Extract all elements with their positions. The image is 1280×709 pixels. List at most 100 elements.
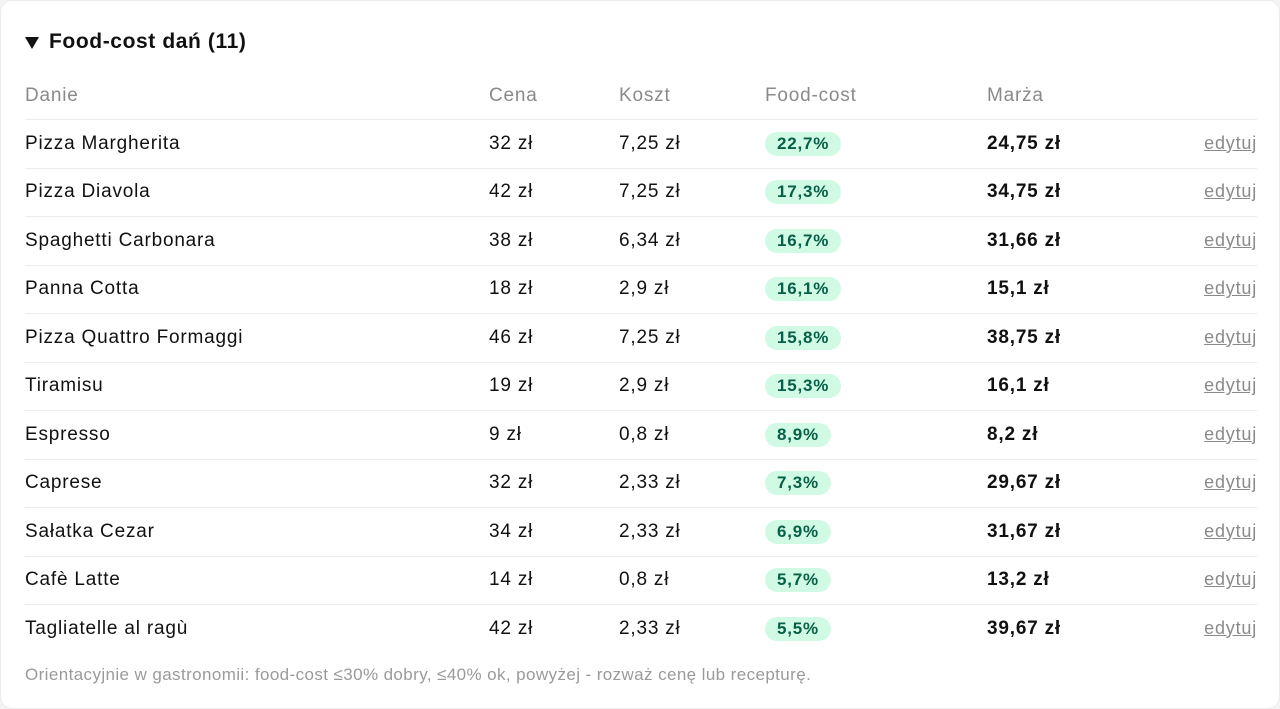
dish-margin: 31,66 zł <box>987 216 1147 266</box>
dish-price: 34 zł <box>489 507 619 557</box>
food-cost-badge: 6,9% <box>765 519 831 544</box>
dish-margin: 13,2 zł <box>987 556 1147 605</box>
action-cell: edytuj <box>1147 459 1257 508</box>
dish-margin: 34,75 zł <box>987 168 1147 217</box>
table-row: Tiramisu 19 zł 2,9 zł 15,3% 16,1 zł edytuj <box>25 362 1257 411</box>
dish-margin: 39,67 zł <box>987 617 1062 639</box>
dish-name: Spaghetti Carbonara <box>25 216 489 266</box>
column-header-cost: Koszt <box>619 73 765 120</box>
action-cell: edytuj <box>1147 168 1257 217</box>
food-cost-section-toggle[interactable]: Food-cost dań (11) <box>25 29 246 55</box>
table-row: Pizza Margherita 32 zł 7,25 zł 22,7% 24,75 z… <box>25 119 1257 169</box>
dish-cost: 2,33 zł <box>619 617 681 639</box>
dish-margin: 8,2 zł <box>987 410 1147 460</box>
dish-price: 19 zł <box>489 362 619 411</box>
section-title: Food-cost dań (11) <box>49 30 247 53</box>
edit-link[interactable]: edytuj <box>1204 520 1257 541</box>
dish-margin: 24,75 zł <box>987 119 1147 169</box>
dish-cost: 2,33 zł <box>619 507 765 557</box>
column-header-actions <box>1147 73 1257 120</box>
food-cost-cell: 8,9% <box>765 410 987 460</box>
table-row: Pizza Diavola 42 zł 7,25 zł 17,3% 34,75 zł ed… <box>25 168 1257 217</box>
dish-name: Caprese <box>25 459 489 508</box>
dish-price: 32 zł <box>489 459 619 508</box>
edit-link[interactable]: edytuj <box>1204 617 1257 638</box>
table-row: Caprese 32 zł 2,33 zł 7,3% 29,67 zł edytuj <box>25 459 1257 508</box>
dish-cost: 7,25 zł <box>619 119 765 169</box>
food-cost-badge: 7,3% <box>765 471 831 496</box>
edit-link[interactable]: edytuj <box>1204 423 1257 444</box>
dish-cost: 2,9 zł <box>619 362 765 411</box>
food-cost-cell: 7,3% <box>765 459 987 508</box>
edit-link[interactable]: edytuj <box>1204 181 1257 202</box>
action-cell: edytuj <box>1147 216 1257 266</box>
dish-margin: 16,1 zł <box>987 362 1147 411</box>
food-cost-cell: 16,1% <box>765 265 987 314</box>
edit-link[interactable]: edytuj <box>1204 569 1257 590</box>
action-cell: edytuj <box>1147 313 1257 363</box>
food-cost-cell: 22,7% <box>765 119 987 169</box>
table-row: Pizza Quattro Formaggi 46 zł 7,25 zł 15,8% 3… <box>25 313 1257 363</box>
food-cost-cell: 15,8% <box>765 313 987 363</box>
edit-link[interactable]: edytuj <box>1204 375 1257 396</box>
dish-margin: 38,75 zł <box>987 313 1147 363</box>
table-header-row: Danie Cena Koszt Food-cost Marża <box>25 73 1257 120</box>
dish-cost: 2,33 zł <box>619 459 765 508</box>
dish-name: Cafè Latte <box>25 556 489 605</box>
action-cell: edytuj <box>1147 507 1257 557</box>
edit-link[interactable]: edytuj <box>1204 229 1257 250</box>
edit-link[interactable]: edytuj <box>1204 326 1257 347</box>
dish-price: 14 zł <box>489 556 619 605</box>
food-cost-badge: 5,7% <box>765 568 831 593</box>
food-cost-badge: 15,8% <box>765 325 842 350</box>
action-cell: edytuj <box>1147 556 1257 605</box>
dish-cost: 6,34 zł <box>619 216 765 266</box>
table-row: Spaghetti Carbonara 38 zł 6,34 zł 16,7% 31,6… <box>25 216 1257 266</box>
footnote: Orientacyjnie w gastronomii: food-cost ≤… <box>25 665 812 684</box>
column-header-dish: Danie <box>25 73 489 120</box>
dish-name: Tiramisu <box>25 362 489 411</box>
table-row: Espresso 9 zł 0,8 zł 8,9% 8,2 zł edytuj <box>25 410 1257 460</box>
food-cost-badge: 16,1% <box>765 277 842 302</box>
food-cost-table: Danie Cena Koszt Food-cost Marża Pizza M… <box>25 73 1257 653</box>
food-cost-badge: 8,9% <box>765 422 831 447</box>
action-cell: edytuj <box>1147 119 1257 169</box>
food-cost-badge: 22,7% <box>765 131 842 156</box>
edit-link[interactable]: edytuj <box>1204 278 1257 299</box>
action-cell: edytuj <box>1147 265 1257 314</box>
food-cost-badge: 5,5% <box>765 616 831 641</box>
dish-name: Espresso <box>25 410 489 460</box>
edit-link[interactable]: edytuj <box>1204 132 1257 153</box>
dish-price: 46 zł <box>489 313 619 363</box>
column-header-margin: Marża <box>987 73 1147 120</box>
food-cost-cell: 16,7% <box>765 216 987 266</box>
food-cost-cell: 15,3% <box>765 362 987 411</box>
dish-name: Pizza Diavola <box>25 168 489 217</box>
food-cost-cell: 5,7% <box>765 556 987 605</box>
dish-cost: 0,8 zł <box>619 556 765 605</box>
edit-link[interactable]: edytuj <box>1204 472 1257 493</box>
table-row: Panna Cotta 18 zł 2,9 zł 16,1% 15,1 zł edytuj <box>25 265 1257 314</box>
food-cost-badge: 17,3% <box>765 180 842 205</box>
action-cell: edytuj <box>1147 362 1257 411</box>
dish-cost: 2,9 zł <box>619 265 765 314</box>
dish-margin: 29,67 zł <box>987 459 1147 508</box>
food-cost-badge: 15,3% <box>765 374 842 399</box>
table-row: Sałatka Cezar 34 zł 2,33 zł 6,9% 31,67 zł edy… <box>25 507 1257 557</box>
dish-name: Panna Cotta <box>25 265 489 314</box>
column-header-price: Cena <box>489 73 619 120</box>
dish-name: Tagliatelle al ragù <box>25 617 189 639</box>
dish-name: Pizza Margherita <box>25 119 489 169</box>
dish-price: 42 zł <box>489 617 534 639</box>
dish-price: 9 zł <box>489 410 619 460</box>
food-cost-cell: 17,3% <box>765 168 987 217</box>
dish-cost: 0,8 zł <box>619 410 765 460</box>
dish-margin: 15,1 zł <box>987 265 1147 314</box>
table-row: Cafè Latte 14 zł 0,8 zł 5,7% 13,2 zł edytuj <box>25 556 1257 605</box>
dish-margin: 31,67 zł <box>987 507 1147 557</box>
dish-name: Pizza Quattro Formaggi <box>25 313 489 363</box>
dish-name: Sałatka Cezar <box>25 507 489 557</box>
dish-cost: 7,25 zł <box>619 313 765 363</box>
food-cost-cell: 6,9% <box>765 507 987 557</box>
